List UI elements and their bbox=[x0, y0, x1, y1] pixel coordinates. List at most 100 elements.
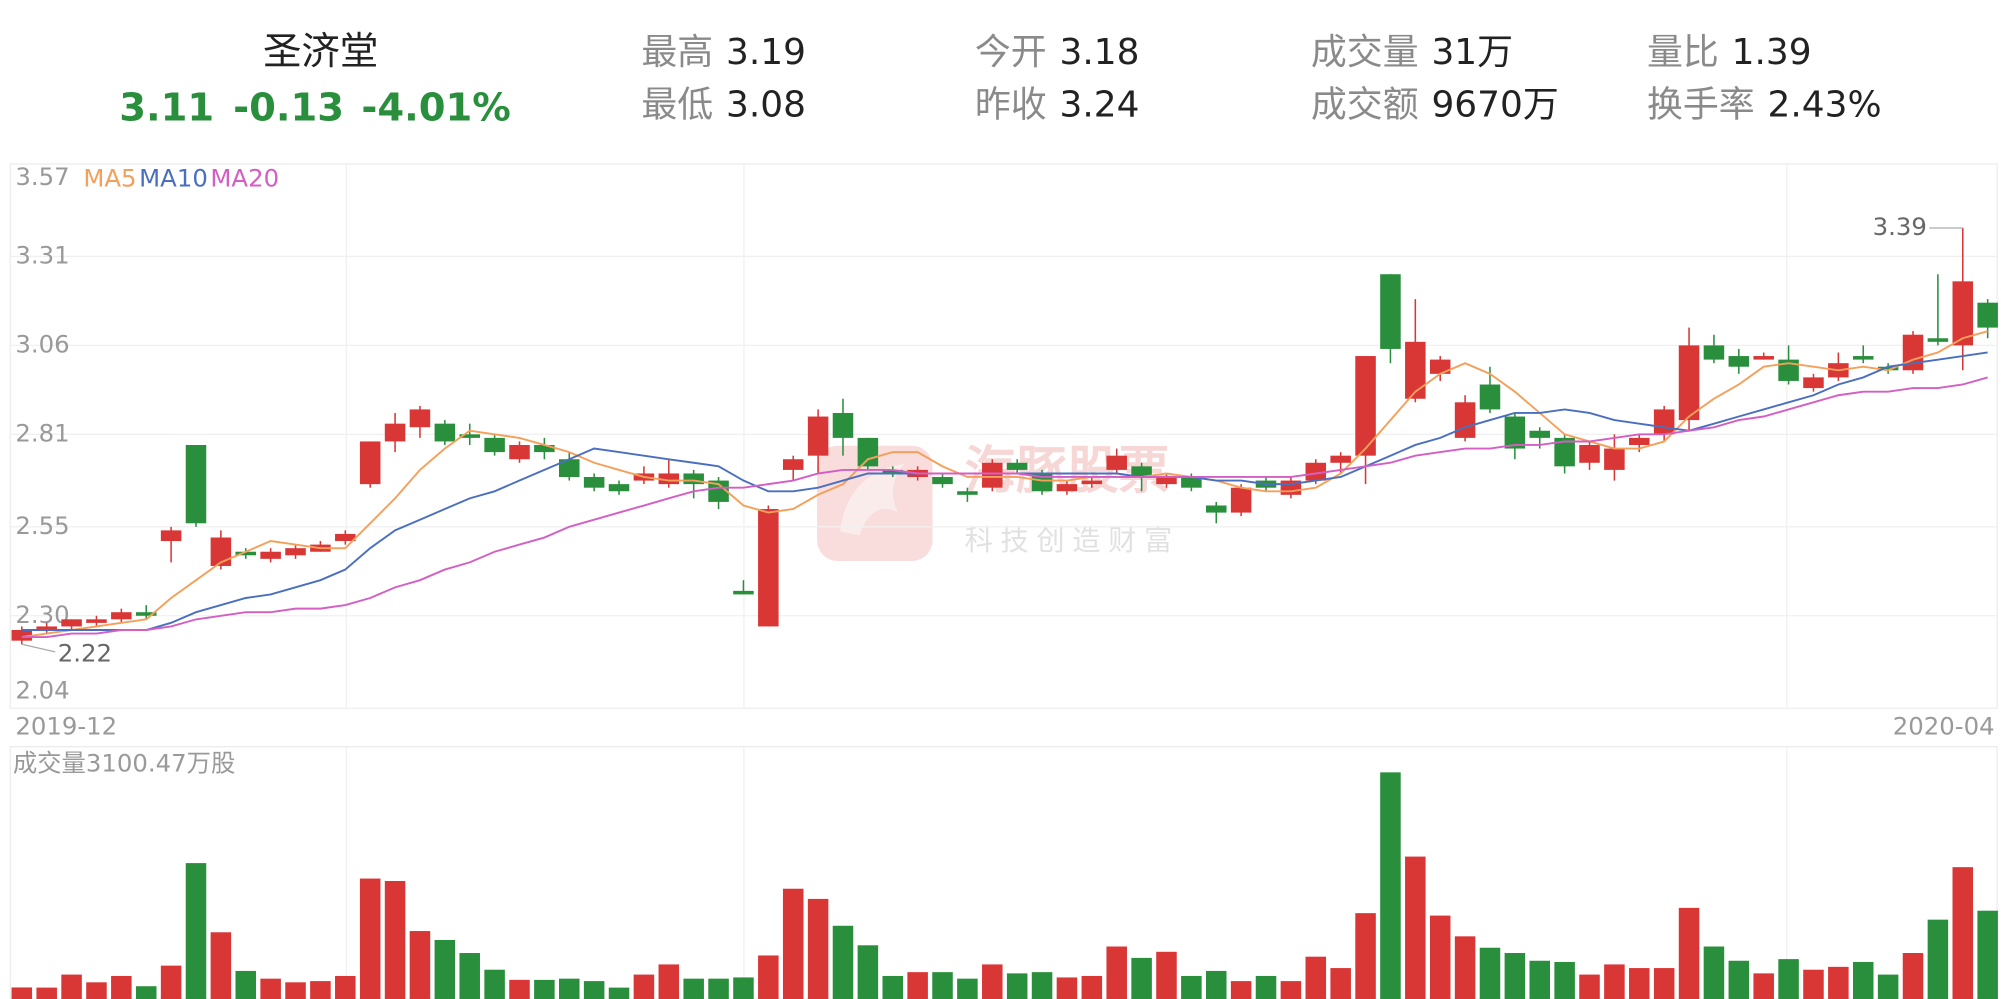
candle-body bbox=[558, 459, 580, 478]
volume-bar bbox=[36, 987, 57, 999]
stat-label: 量比 bbox=[1647, 32, 1719, 73]
high-label: 3.39 bbox=[1873, 212, 1927, 241]
legend-entry: MA20 bbox=[210, 163, 279, 192]
volume-bar bbox=[1156, 951, 1177, 999]
candle-body bbox=[1604, 448, 1625, 470]
candle-body bbox=[1952, 281, 1974, 346]
volume-bar bbox=[1106, 946, 1127, 999]
stat-value: 3.08 bbox=[726, 84, 806, 125]
candle-body bbox=[1205, 505, 1227, 513]
candle-body bbox=[185, 444, 207, 524]
candle-body bbox=[708, 480, 729, 502]
candle-body bbox=[733, 590, 754, 595]
volume-bar bbox=[1429, 915, 1451, 999]
candle-body bbox=[111, 612, 132, 620]
volume-bar bbox=[882, 975, 904, 999]
candle-body bbox=[1579, 444, 1600, 463]
volume-bar bbox=[210, 932, 232, 999]
volume-bar bbox=[807, 898, 829, 999]
volume-bar bbox=[1678, 907, 1700, 999]
price-frame bbox=[9, 163, 1998, 709]
candle-body bbox=[1703, 345, 1725, 360]
volume-bar bbox=[86, 982, 107, 999]
y-tick-label: 3.57 bbox=[15, 162, 69, 191]
price-change: -0.13 bbox=[233, 86, 344, 131]
stat-label: 成交额 bbox=[1311, 84, 1419, 125]
candle-body bbox=[534, 444, 555, 453]
candle-body bbox=[1405, 341, 1426, 399]
volume-bar bbox=[135, 986, 157, 999]
stat-value: 3.18 bbox=[1059, 32, 1139, 73]
volume-bar bbox=[359, 878, 381, 999]
candle-body bbox=[459, 434, 480, 438]
volume-bar bbox=[1380, 772, 1401, 999]
volume-bar bbox=[683, 978, 704, 999]
volume-bar bbox=[235, 970, 257, 999]
stat-value: 1.39 bbox=[1732, 32, 1812, 73]
volume-bar bbox=[111, 975, 132, 999]
volume-bar bbox=[708, 978, 729, 999]
candle-body bbox=[135, 612, 157, 616]
candle-body bbox=[1006, 462, 1028, 470]
volume-bar bbox=[782, 888, 804, 999]
volume-bar bbox=[1803, 969, 1824, 999]
volume-bar bbox=[907, 972, 928, 999]
volume-bar bbox=[1629, 968, 1650, 999]
volume-bar bbox=[1778, 959, 1799, 999]
candle-body bbox=[335, 533, 356, 542]
stat-label: 换手率 bbox=[1647, 84, 1755, 125]
volume-bar bbox=[1852, 961, 1874, 999]
volume-bar bbox=[1902, 953, 1924, 999]
volume-bar bbox=[1230, 981, 1252, 999]
volume-bar bbox=[1753, 973, 1774, 999]
volume-bar bbox=[1255, 975, 1277, 999]
stat-label: 最高 bbox=[641, 32, 713, 73]
volume-bar bbox=[1952, 867, 1974, 999]
candle-body bbox=[857, 437, 879, 467]
candle-body bbox=[1131, 466, 1152, 478]
volume-bar bbox=[932, 972, 953, 999]
candle-body bbox=[1678, 345, 1700, 421]
candle-body bbox=[11, 629, 33, 641]
volume-bar bbox=[1977, 910, 1998, 999]
price: 3.11 bbox=[119, 86, 214, 131]
candle-body bbox=[1529, 430, 1551, 438]
volume-bar bbox=[509, 979, 530, 999]
volume-bar bbox=[1056, 977, 1078, 999]
volume-bar bbox=[733, 977, 754, 999]
volume-bar bbox=[1604, 964, 1625, 999]
candle-body bbox=[86, 619, 107, 623]
stat-value: 2.43% bbox=[1768, 84, 1882, 125]
candle-body bbox=[1106, 455, 1127, 470]
candle-body bbox=[384, 423, 406, 442]
ma-line bbox=[21, 376, 1988, 639]
candle-body bbox=[260, 551, 281, 559]
volume-bar bbox=[11, 987, 33, 999]
volume-bar bbox=[260, 978, 281, 999]
volume-bar bbox=[1579, 974, 1600, 999]
candle-body bbox=[509, 444, 530, 460]
stat-value: 3.19 bbox=[726, 32, 806, 73]
volume-bar bbox=[1280, 981, 1302, 999]
volume-bar bbox=[1529, 960, 1551, 999]
candle-body bbox=[1305, 462, 1327, 481]
candle-body bbox=[758, 509, 779, 627]
volume-bar bbox=[758, 955, 779, 999]
volume-bar bbox=[534, 979, 555, 999]
candle-body bbox=[957, 491, 978, 495]
volume-bar bbox=[857, 945, 879, 999]
volume-bar bbox=[185, 863, 207, 999]
candle-body bbox=[1330, 455, 1351, 463]
candle-body bbox=[1355, 356, 1376, 456]
y-tick-label: 3.06 bbox=[15, 329, 69, 358]
y-tick-label: 2.04 bbox=[15, 676, 69, 705]
volume-bar bbox=[1131, 957, 1152, 999]
watermark-logo-mark bbox=[840, 463, 905, 536]
volume-bar bbox=[335, 975, 356, 999]
candle-body bbox=[782, 459, 804, 470]
candle-body bbox=[1504, 416, 1526, 449]
low-label: 2.22 bbox=[58, 638, 112, 667]
